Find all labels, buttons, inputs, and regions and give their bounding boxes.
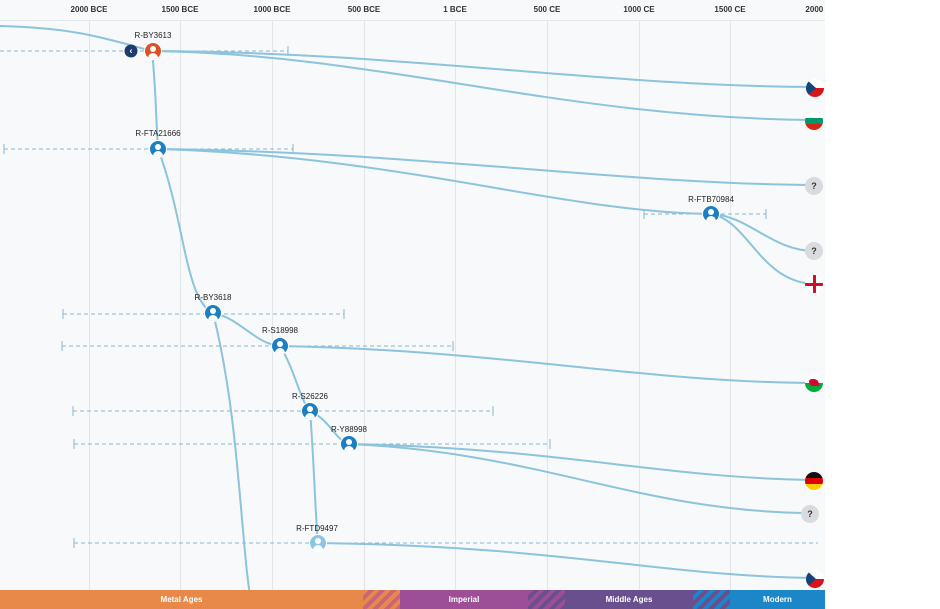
- time-tree-canvas[interactable]: 2000 BCE 1500 BCE 1000 BCE 500 BCE 1 BCE…: [0, 0, 837, 609]
- person-icon: [210, 308, 216, 314]
- lineage-links: [0, 25, 818, 609]
- haplogroup-node[interactable]: [205, 305, 221, 321]
- tick-label: 1500 CE: [714, 5, 746, 14]
- czech-flag-icon[interactable]: [806, 570, 824, 588]
- unknown-country-icon[interactable]: ?: [805, 242, 823, 260]
- era-imperial[interactable]: Imperial: [400, 590, 528, 609]
- gridline: [89, 20, 90, 590]
- era-metal-ages[interactable]: Metal Ages: [0, 590, 363, 609]
- lineage-link: [710, 213, 815, 285]
- node-label: R-FTD9497: [296, 524, 338, 533]
- era-transition: [363, 590, 400, 609]
- haplogroup-node[interactable]: [703, 206, 719, 222]
- gridline: [180, 20, 181, 590]
- node-label: R-Y88998: [330, 425, 368, 434]
- era-modern[interactable]: Modern: [730, 590, 825, 609]
- node-label: R-BY3613: [134, 31, 172, 40]
- person-icon: [708, 209, 714, 215]
- wales-flag-icon[interactable]: [805, 374, 823, 392]
- node-label: R-S18998: [261, 326, 299, 335]
- person-icon: [155, 144, 161, 150]
- tick-label: 2000 CE: [805, 5, 837, 14]
- lineage-link: [348, 443, 811, 514]
- germany-flag-icon[interactable]: [805, 472, 823, 490]
- lineage-link: [212, 312, 253, 609]
- person-icon: [150, 46, 156, 52]
- lineage-link: [157, 148, 214, 314]
- tick-label: 1000 BCE: [253, 5, 291, 14]
- haplogroup-node[interactable]: [272, 338, 288, 354]
- era-transition: [528, 590, 565, 609]
- node-label: R-BY3618: [194, 293, 232, 302]
- haplogroup-node[interactable]: [150, 141, 166, 157]
- haplogroup-node[interactable]: [145, 43, 161, 59]
- lineage-link: [0, 25, 153, 52]
- era-transition: [693, 590, 730, 609]
- lineage-link: [279, 345, 815, 384]
- era-middle-ages[interactable]: Middle Ages: [565, 590, 693, 609]
- lineage-link: [151, 50, 159, 150]
- person-icon: [346, 439, 352, 445]
- lineage-link: [279, 345, 311, 412]
- gridline: [364, 20, 365, 590]
- node-label: R-FTA21666: [135, 129, 181, 138]
- person-icon: [315, 538, 321, 544]
- tick-label: 500 BCE: [347, 5, 381, 14]
- node-label: R-S26226: [291, 392, 329, 401]
- tick-label: 500 CE: [533, 5, 561, 14]
- node-label: R-FTB70984: [688, 195, 734, 204]
- tick-label: 1 BCE: [443, 5, 467, 14]
- lineage-link: [348, 443, 815, 481]
- unknown-country-icon[interactable]: ?: [801, 505, 819, 523]
- tick-label: 2000 BCE: [70, 5, 108, 14]
- chevron-left-icon: ‹: [129, 45, 133, 56]
- gridline: [455, 20, 456, 590]
- side-panel-blank: [825, 0, 940, 609]
- bulgaria-flag-icon[interactable]: [805, 112, 823, 130]
- collapse-branch-button[interactable]: ‹: [124, 44, 138, 58]
- lineage-link: [317, 542, 815, 579]
- lineage-link: [151, 50, 815, 88]
- era-bar: Metal Ages Imperial Middle Ages Modern: [0, 590, 825, 609]
- lineage-link: [309, 410, 319, 544]
- haplogroup-node[interactable]: [302, 403, 318, 419]
- england-flag-icon[interactable]: [805, 275, 823, 293]
- timeline-axis: 2000 BCE 1500 BCE 1000 BCE 500 BCE 1 BCE…: [0, 0, 837, 21]
- tick-label: 1500 BCE: [161, 5, 199, 14]
- lineage-link: [157, 148, 815, 186]
- person-icon: [277, 341, 283, 347]
- gridline: [639, 20, 640, 590]
- unknown-country-icon[interactable]: ?: [805, 177, 823, 195]
- gridline: [730, 20, 731, 590]
- haplogroup-node[interactable]: [341, 436, 357, 452]
- lineage-link: [710, 213, 815, 252]
- lineage-link: [157, 148, 712, 215]
- lineage-link: [151, 50, 815, 121]
- czech-flag-icon[interactable]: [806, 79, 824, 97]
- person-icon: [307, 406, 313, 412]
- tick-label: 1000 CE: [623, 5, 655, 14]
- gridline: [547, 20, 548, 590]
- haplogroup-node[interactable]: [310, 535, 326, 551]
- gridline: [272, 20, 273, 590]
